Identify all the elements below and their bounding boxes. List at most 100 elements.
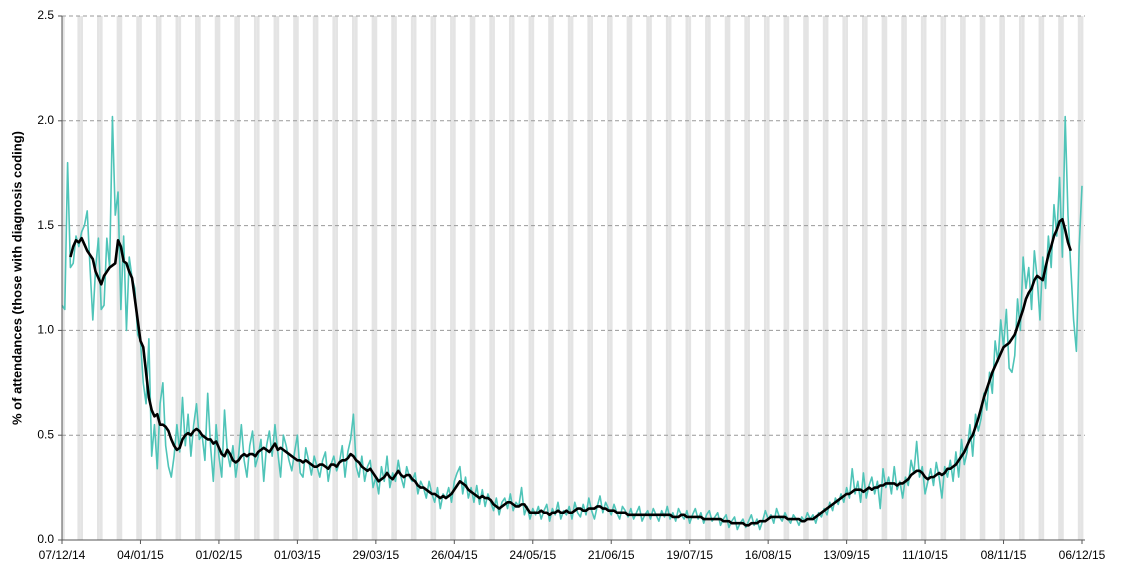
x-tick-label: 11/10/15 xyxy=(902,548,948,562)
y-tick-label: 1.0 xyxy=(37,323,54,337)
weekend-band xyxy=(747,16,750,540)
y-tick-label: 0.0 xyxy=(37,532,54,546)
weekend-band xyxy=(783,16,787,540)
weekend-band xyxy=(864,16,868,540)
weekend-band xyxy=(214,16,218,540)
y-axis-title: % of attendances (those with diagnosis c… xyxy=(9,131,24,425)
weekend-band xyxy=(845,16,849,540)
weekend-band xyxy=(371,16,375,540)
weekend-band xyxy=(960,16,963,540)
weekend-band xyxy=(430,16,434,540)
x-tick-label: 01/02/15 xyxy=(196,548,243,562)
weekend-band xyxy=(197,16,201,540)
series-line xyxy=(69,218,1073,527)
weekend-band xyxy=(511,16,515,540)
weekend-band xyxy=(276,16,280,540)
weekend-band xyxy=(923,16,927,540)
weekend-band xyxy=(881,16,885,540)
weekend-band xyxy=(646,16,650,540)
weekend-band xyxy=(979,16,983,540)
weekend-band xyxy=(1018,16,1022,540)
weekend-band xyxy=(413,16,417,540)
weekend-band xyxy=(315,16,319,540)
weekend-band xyxy=(862,16,865,540)
x-tick-label: 16/08/15 xyxy=(745,548,792,562)
weekend-band xyxy=(982,16,986,540)
weekend-band xyxy=(469,16,473,540)
weekend-band xyxy=(472,16,476,540)
weekend-band xyxy=(155,16,159,540)
weekend-band xyxy=(822,16,826,540)
x-tick-label: 08/11/15 xyxy=(981,548,1027,562)
weekend-band xyxy=(550,16,554,540)
y-tick-label: 1.5 xyxy=(37,218,54,232)
weekend-band xyxy=(629,16,633,540)
weekend-band xyxy=(332,16,336,540)
weekend-band xyxy=(884,16,888,540)
weekend-band xyxy=(548,16,551,540)
weekend-band xyxy=(80,16,84,540)
weekend-band xyxy=(724,16,728,540)
weekend-band xyxy=(943,16,947,540)
weekend-band xyxy=(99,16,103,540)
weekend-band xyxy=(77,16,81,540)
weekend-band xyxy=(528,16,532,540)
weekend-band xyxy=(901,16,905,540)
weekend-band xyxy=(295,16,299,540)
weekend-band xyxy=(744,16,748,540)
weekend-band xyxy=(786,16,790,540)
weekend-band xyxy=(668,16,672,540)
weekend-band xyxy=(1077,16,1081,540)
weekend-band xyxy=(688,16,692,540)
weekend-band xyxy=(609,16,613,540)
weekend-band xyxy=(450,16,453,540)
weekend-band xyxy=(433,16,437,540)
weekend-band xyxy=(665,16,669,540)
weekend-band xyxy=(685,16,689,540)
weekend-band xyxy=(1058,16,1061,540)
y-tick-label: 2.0 xyxy=(37,113,54,127)
weekend-band xyxy=(175,16,179,540)
weekend-band xyxy=(217,16,221,540)
weekend-band xyxy=(940,16,944,540)
weekend-band xyxy=(234,16,238,540)
weekend-band xyxy=(452,16,456,540)
weekend-band xyxy=(962,16,966,540)
weekend-band xyxy=(253,16,257,540)
x-tick-label: 06/12/15 xyxy=(1059,548,1106,562)
weekend-band xyxy=(354,16,358,540)
weekend-band xyxy=(1021,16,1025,540)
weekend-band xyxy=(352,16,355,540)
weekend-band xyxy=(178,16,182,540)
series-line xyxy=(61,115,1083,531)
weekend-band xyxy=(489,16,493,540)
weekend-band xyxy=(374,16,378,540)
weekend-band xyxy=(158,16,162,540)
weekend-band xyxy=(904,16,907,540)
weekend-band xyxy=(825,16,829,540)
x-tick-label: 26/04/15 xyxy=(431,548,478,562)
weekend-band xyxy=(116,16,120,540)
weekend-band xyxy=(136,16,140,540)
weekend-band xyxy=(273,16,277,540)
weekend-band xyxy=(1080,16,1084,540)
weekend-band xyxy=(842,16,846,540)
x-tick-label: 19/07/15 xyxy=(666,548,713,562)
weekend-band xyxy=(195,16,198,540)
weekend-band xyxy=(570,16,574,540)
weekend-band xyxy=(626,16,630,540)
x-tick-label: 04/01/15 xyxy=(117,548,164,562)
weekend-bands xyxy=(62,16,1084,540)
weekend-band xyxy=(531,16,535,540)
weekend-band xyxy=(649,16,652,540)
weekend-band xyxy=(705,16,708,540)
weekend-band xyxy=(312,16,316,540)
weekend-band xyxy=(394,16,397,540)
weekend-band xyxy=(607,16,610,540)
weekend-band xyxy=(335,16,339,540)
x-tick-label: 29/03/15 xyxy=(352,548,399,562)
weekend-band xyxy=(1002,16,1005,540)
weekend-band xyxy=(920,16,924,540)
weekend-band xyxy=(766,16,770,540)
weekend-band xyxy=(62,16,65,540)
